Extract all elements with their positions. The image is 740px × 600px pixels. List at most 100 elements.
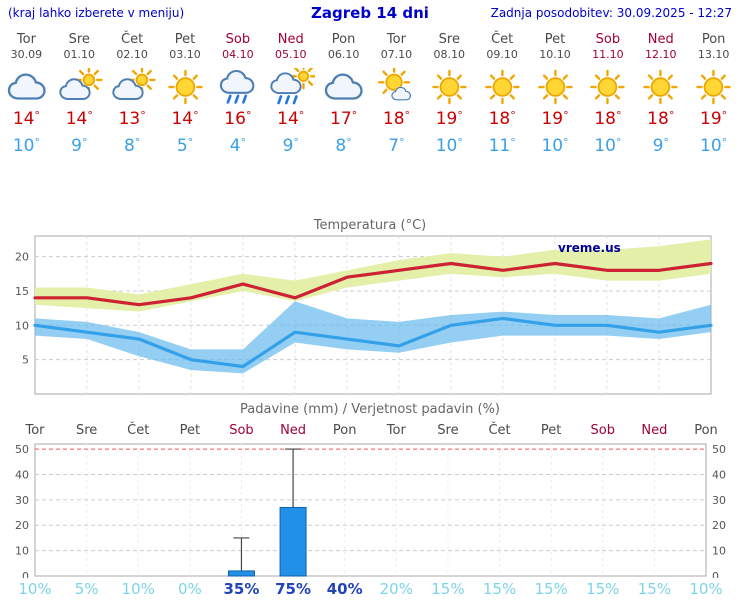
day-date: 12.10 bbox=[644, 48, 677, 61]
precip-probability: 10% bbox=[121, 580, 155, 598]
day-min-temp: 10° bbox=[594, 136, 622, 156]
day-date: 01.10 bbox=[63, 48, 96, 61]
day-date: 04.10 bbox=[222, 48, 254, 61]
precip-day-labels: Tor Sre Čet Pet Sob Ned Pon Tor Sre Čet Pet Sob Ned P… bbox=[0, 418, 740, 442]
day-name: Čet bbox=[491, 32, 514, 47]
precip-probability: 35% bbox=[223, 580, 260, 598]
day-forecast-08-10: Sre 08.10 19° 10° bbox=[423, 26, 476, 170]
svg-text:30: 30 bbox=[15, 494, 29, 507]
last-update: Zadnja posodobitev: 30.09.2025 - 12:27 bbox=[490, 6, 732, 20]
day-min-temp: 8° bbox=[335, 136, 352, 156]
day-forecast-13-10: Pon 13.10 19° 10° bbox=[687, 26, 740, 170]
svg-text:30: 30 bbox=[712, 494, 726, 507]
weather-cloudy-icon bbox=[2, 68, 51, 106]
precip-day-label: Ned bbox=[641, 423, 668, 438]
precip-probability: 15% bbox=[637, 580, 672, 598]
day-date: 08.10 bbox=[433, 48, 466, 61]
day-forecast-30-09: Tor 30.09 14° 10° bbox=[0, 26, 53, 170]
day-name: Pon bbox=[331, 32, 356, 47]
day-name: Sre bbox=[68, 32, 90, 47]
day-name: Sob bbox=[595, 32, 621, 47]
precip-day-label: Čet bbox=[488, 423, 511, 438]
day-date: 11.10 bbox=[592, 48, 624, 61]
day-max-temp: 14° bbox=[65, 109, 93, 129]
precip-probability: 0% bbox=[177, 580, 202, 598]
precip-day-label: Ned bbox=[280, 423, 307, 438]
day-date: 05.10 bbox=[274, 48, 307, 61]
precip-day-label: Pon bbox=[694, 423, 718, 438]
day-min-temp: 9° bbox=[71, 136, 88, 156]
precip-probability: 10% bbox=[689, 580, 723, 598]
weather-mostly-sunny-icon bbox=[372, 66, 421, 106]
top-bar: (kraj lahko izberete v meniju) Zagreb 14… bbox=[0, 0, 740, 26]
day-min-temp: 5° bbox=[176, 136, 194, 156]
weather-sunny-icon bbox=[425, 68, 474, 106]
day-forecast-09-10: Čet 09.10 18° 11° bbox=[476, 26, 529, 170]
day-min-temp: 10° bbox=[541, 136, 569, 156]
precip-probability: 40% bbox=[326, 580, 363, 598]
precip-probability: 15% bbox=[534, 580, 568, 598]
weather-sunny-icon bbox=[636, 68, 685, 106]
line-tmax bbox=[33, 261, 713, 307]
precip-day-label: Pet bbox=[540, 423, 562, 438]
weather-showers-icon bbox=[266, 63, 317, 106]
precip-probability-row: 10% 5% 10% 0% 35% 75% 40% 20% 15% 15% 15% 15% 15% 10% bbox=[0, 578, 740, 600]
day-max-temp: 18° bbox=[382, 109, 411, 129]
day-min-temp: 10° bbox=[700, 136, 728, 156]
day-min-temp: 10° bbox=[435, 136, 463, 156]
day-max-temp: 16° bbox=[224, 109, 252, 129]
svg-text:20: 20 bbox=[15, 251, 29, 264]
day-date: 07.10 bbox=[380, 48, 413, 61]
weather-cloudy-icon bbox=[319, 68, 368, 106]
day-date: 13.10 bbox=[697, 48, 730, 61]
weather-sunny-icon bbox=[478, 68, 527, 106]
precip-day-label: Sre bbox=[75, 423, 98, 438]
day-name: Tor bbox=[386, 32, 406, 47]
day-name: Čet bbox=[121, 32, 144, 47]
precip-bar bbox=[279, 506, 307, 577]
precip-bar bbox=[227, 570, 255, 577]
weather-rain-icon bbox=[213, 68, 262, 106]
svg-text:20: 20 bbox=[712, 519, 726, 532]
day-max-temp: 19° bbox=[435, 109, 463, 129]
day-forecast-02-10: Čet 02.10 13° 8° bbox=[106, 26, 159, 170]
day-min-temp: 10° bbox=[12, 136, 40, 156]
weather-sunny-icon bbox=[689, 68, 738, 106]
day-name: Sob bbox=[225, 32, 251, 47]
day-forecast-01-10: Sre 01.10 14° 9° bbox=[53, 26, 106, 170]
precipitation-chart-title: Padavine (mm) / Verjetnost padavin (%) bbox=[240, 402, 500, 417]
temperature-chart: 5 10 15 20 bbox=[15, 235, 713, 395]
day-forecast-07-10: Tor 07.10 18° 7° bbox=[370, 26, 423, 170]
weather-sunny-icon bbox=[161, 68, 210, 106]
svg-text:50: 50 bbox=[712, 443, 726, 456]
svg-text:0: 0 bbox=[22, 570, 29, 578]
precip-day-label: Sob bbox=[229, 423, 254, 438]
day-max-temp: 14° bbox=[277, 109, 305, 129]
precip-probability: 75% bbox=[275, 580, 312, 598]
day-min-temp: 7° bbox=[388, 136, 405, 156]
day-name: Sre bbox=[438, 32, 460, 47]
day-name: Pon bbox=[701, 32, 726, 47]
precip-whisker bbox=[233, 537, 250, 571]
day-date: 09.10 bbox=[486, 48, 518, 61]
weather-partly-icon bbox=[55, 66, 104, 106]
precip-day-label: Sob bbox=[590, 423, 615, 438]
day-max-temp: 18° bbox=[594, 109, 622, 129]
precip-day-label: Sre bbox=[437, 423, 459, 438]
temperature-chart-title: Temperatura (°C) bbox=[313, 218, 427, 233]
daily-forecast-strip: Tor 30.09 14° 10° Sre 01.10 14° 9° Čet 02.10 13° 8°… bbox=[0, 26, 740, 170]
watermark: vreme.us bbox=[558, 241, 621, 255]
precip-probability: 15% bbox=[482, 580, 517, 598]
day-forecast-11-10: Sob 11.10 18° 10° bbox=[581, 26, 634, 170]
day-max-temp: 18° bbox=[647, 109, 675, 129]
day-date: 10.10 bbox=[539, 48, 571, 61]
page-title: Zagreb 14 dni bbox=[311, 4, 429, 22]
precip-day-label: Pon bbox=[332, 423, 357, 438]
day-min-temp: 11° bbox=[488, 136, 516, 156]
precip-day-label: Pet bbox=[179, 423, 201, 438]
weather-sunny-icon bbox=[531, 68, 580, 106]
day-forecast-05-10: Ned 05.10 14° 9° bbox=[264, 26, 317, 170]
precip-probability: 5% bbox=[74, 580, 99, 598]
day-forecast-10-10: Pet 10.10 19° 10° bbox=[529, 26, 582, 170]
day-name: Pet bbox=[174, 32, 196, 47]
